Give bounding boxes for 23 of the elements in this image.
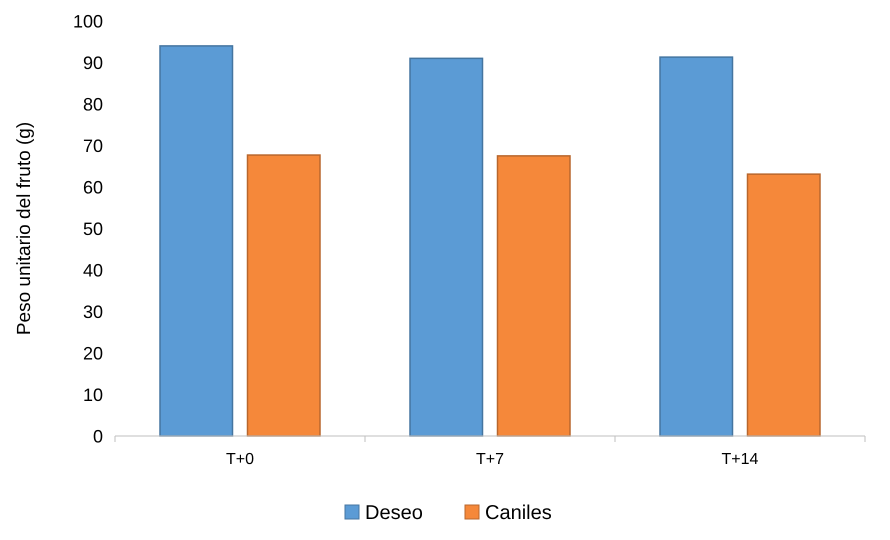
y-axis-title: Peso unitario del fruto (g): [14, 122, 35, 336]
y-tick-label: 0: [92, 426, 103, 446]
bar: [246, 154, 321, 437]
y-tick-label: 80: [82, 94, 103, 114]
legend-label: Deseo: [365, 502, 423, 524]
bar: [746, 173, 821, 437]
x-tick-label: T+7: [476, 451, 504, 468]
bar: [409, 58, 484, 437]
y-tick-label: 40: [82, 260, 103, 280]
y-tick-label: 70: [82, 136, 103, 156]
x-tick-label: T+0: [226, 451, 254, 468]
legend-label: Caniles: [485, 502, 552, 524]
y-tick-label: 30: [82, 302, 103, 322]
y-tick-label: 10: [82, 384, 103, 405]
bar: [159, 45, 234, 437]
y-tick-label: 60: [82, 177, 103, 198]
bar: [659, 56, 734, 437]
bar: [496, 155, 571, 437]
y-tick-label: 100: [72, 11, 103, 32]
y-tick-label: 20: [82, 343, 103, 364]
x-tick-label: T+14: [722, 451, 759, 468]
y-tick-label: 90: [82, 52, 103, 73]
y-tick-label: 50: [82, 218, 103, 239]
